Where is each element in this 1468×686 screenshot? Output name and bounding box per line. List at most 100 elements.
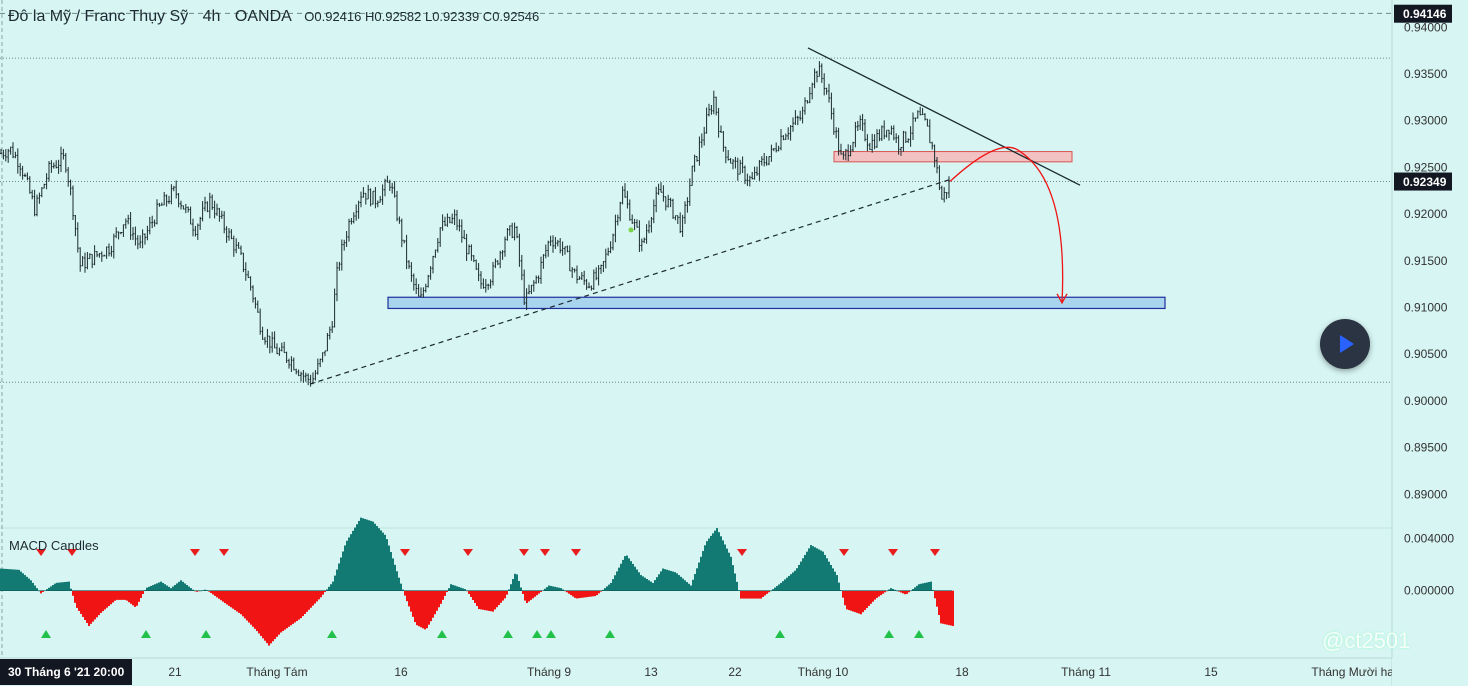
macd-bar: [122, 590, 124, 600]
macd-bar: [642, 576, 644, 591]
macd-bar: [82, 590, 84, 617]
macd-bar: [776, 586, 778, 591]
macd-bar: [70, 588, 72, 591]
macd-bar: [192, 589, 194, 591]
macd-bar: [890, 588, 892, 591]
macd-bar: [382, 532, 384, 591]
price-tick-label: 0.94000: [1404, 20, 1448, 34]
macd-bar: [506, 590, 508, 595]
macd-bar: [368, 520, 370, 591]
macd-bar: [538, 590, 540, 594]
time-tick-label: 18: [955, 665, 969, 679]
time-tick-label: Tháng 9: [527, 665, 571, 679]
macd-bar: [130, 590, 132, 604]
macd-bar: [252, 590, 254, 627]
macd-bar: [608, 584, 610, 591]
macd-buy-signal: [605, 630, 615, 638]
macd-bar: [282, 590, 284, 632]
macd-bar: [88, 590, 90, 626]
macd-bar: [452, 584, 454, 591]
macd-bar: [154, 584, 156, 591]
macd-bar: [922, 583, 924, 591]
macd-bar: [8, 569, 10, 591]
macd-indicator-title[interactable]: MACD Candles: [9, 538, 99, 553]
macd-bar: [42, 590, 44, 592]
timeframe-label[interactable]: 4h: [202, 8, 221, 25]
macd-bar: [946, 590, 948, 625]
macd-bar: [224, 590, 226, 604]
macd-buy-signal: [41, 630, 51, 638]
price-tick-label: 0.90500: [1404, 347, 1448, 361]
macd-bar: [212, 590, 214, 595]
macd-bar: [798, 564, 800, 591]
macd-bar: [568, 590, 570, 594]
macd-bar: [872, 590, 874, 602]
macd-buy-signal: [914, 630, 924, 638]
macd-bar: [892, 588, 894, 591]
macd-bar: [240, 590, 242, 615]
macd-bar: [460, 587, 462, 591]
macd-bar: [484, 590, 486, 611]
macd-bar: [388, 545, 390, 591]
macd-bar: [818, 549, 820, 591]
macd-bar: [296, 590, 298, 622]
macd-bar: [842, 590, 844, 598]
macd-bar: [846, 590, 848, 610]
macd-bar: [272, 590, 274, 642]
macd-bar: [268, 590, 270, 646]
macd-bar: [514, 573, 516, 591]
falling-trendline: [807, 47, 1081, 186]
macd-bar: [358, 520, 360, 591]
macd-bar: [566, 590, 568, 593]
macd-bar: [552, 586, 554, 591]
macd-bar: [106, 590, 108, 608]
macd-bar: [500, 590, 502, 603]
signal-dot: [628, 227, 634, 233]
macd-bar: [856, 590, 858, 613]
macd-bar: [124, 590, 126, 600]
macd-bar: [814, 547, 816, 591]
macd-bar: [504, 590, 506, 599]
macd-bar: [760, 590, 762, 599]
forecast-arrow: [949, 146, 1064, 303]
macd-bar: [780, 582, 782, 591]
symbol-name[interactable]: Đô la Mỹ / Franc Thụy Sỹ: [8, 8, 189, 25]
macd-bar: [934, 590, 936, 599]
macd-bar: [210, 590, 212, 594]
replay-play-button[interactable]: [1320, 319, 1370, 369]
macd-bar: [166, 585, 168, 591]
macd-bar: [418, 590, 420, 627]
macd-bar: [632, 563, 634, 591]
macd-bar: [300, 590, 302, 619]
macd-bar: [14, 569, 16, 591]
macd-bar: [702, 551, 704, 591]
macd-bar: [464, 589, 466, 591]
macd-bar: [172, 586, 174, 591]
macd-bar: [322, 590, 324, 595]
macd-bar: [320, 590, 322, 598]
macd-bar: [230, 590, 232, 608]
macd-bar: [512, 578, 514, 591]
macd-bar: [732, 565, 734, 591]
macd-bar: [310, 590, 312, 608]
macd-buy-signal: [546, 630, 556, 638]
time-tick-label: Tháng 10: [798, 665, 849, 679]
macd-bar: [854, 590, 856, 613]
time-tick-label: 16: [394, 665, 408, 679]
macd-bar: [158, 582, 160, 591]
macd-bar: [816, 548, 818, 591]
macd-bar: [262, 590, 264, 639]
macd-bar: [614, 575, 616, 591]
macd-bar: [62, 582, 64, 591]
macd-bar: [244, 590, 246, 619]
macd-bar: [286, 590, 288, 629]
macd-bar: [680, 576, 682, 591]
macd-bar: [570, 590, 572, 596]
macd-sell-signal: [930, 549, 940, 556]
macd-bar: [868, 590, 870, 606]
macd-bar: [838, 582, 840, 591]
macd-bar: [706, 541, 708, 591]
macd-bar: [80, 590, 82, 614]
macd-bar: [940, 590, 942, 624]
